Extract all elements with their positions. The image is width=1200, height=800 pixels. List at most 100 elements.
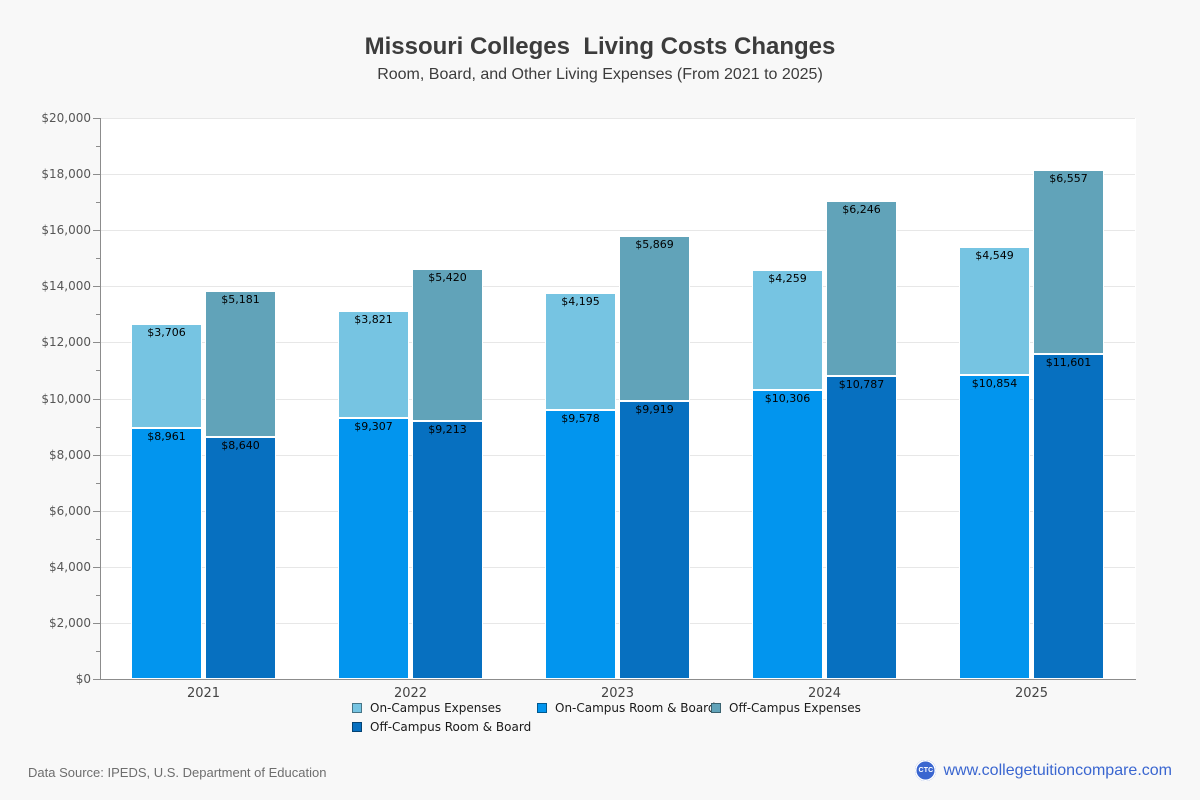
y-tick-label: $8,000: [49, 447, 91, 462]
bar-value-label: $6,246: [842, 203, 881, 217]
bar-value-label: $10,787: [838, 378, 885, 392]
y-gridline: [101, 398, 1135, 400]
y-tick-label: $16,000: [41, 223, 91, 238]
bar-value-label: $8,640: [221, 438, 260, 452]
bar-value-label: $10,854: [971, 376, 1018, 390]
bar-segment-2022-off-campus-room-board[interactable]: [412, 420, 483, 679]
y-major-tick: [93, 679, 100, 680]
y-minor-tick: [96, 370, 100, 372]
legend-label: Off-Campus Expenses: [729, 701, 861, 715]
legend-swatch-icon: [352, 722, 362, 732]
y-gridline: [101, 174, 1135, 176]
y-minor-tick: [96, 258, 100, 260]
legend-label: On-Campus Expenses: [370, 701, 502, 715]
data-source-note: Data Source: IPEDS, U.S. Department of E…: [28, 765, 327, 780]
bar-segment-2023-off-campus-expenses[interactable]: [619, 236, 690, 401]
bar-segment-2024-off-campus-expenses[interactable]: [826, 201, 897, 377]
y-major-tick: [93, 510, 100, 512]
legend-label: Off-Campus Room & Board: [370, 720, 532, 734]
legend-swatch-icon: [537, 703, 547, 713]
legend-item-on-campus-expenses[interactable]: On-Campus Expenses: [352, 701, 501, 715]
legend-swatch-icon: [711, 703, 721, 713]
y-minor-tick: [96, 650, 100, 652]
y-tick-label: $2,000: [49, 615, 91, 630]
y-tick-label: $0: [75, 672, 91, 686]
y-tick-label: $18,000: [41, 167, 91, 182]
x-axis-label-2025: 2025: [1014, 686, 1049, 701]
y-minor-tick: [96, 314, 100, 316]
page-title: Missouri Colleges Living Costs Changes: [364, 33, 836, 60]
bar-segment-2024-on-campus-room-board[interactable]: [752, 389, 823, 679]
y-gridline: [101, 286, 1135, 288]
legend-item-off-campus-room-board[interactable]: Off-Campus Room & Board: [352, 720, 531, 734]
y-major-tick: [93, 230, 100, 232]
legend-label: On-Campus Room & Board: [555, 701, 716, 715]
bar-segment-2022-on-campus-expenses[interactable]: [338, 310, 409, 418]
y-tick-label: $10,000: [41, 391, 91, 406]
bar-value-label: $3,706: [147, 325, 186, 339]
y-tick-label: $14,000: [41, 279, 91, 294]
bar-segment-2022-off-campus-expenses[interactable]: [412, 268, 483, 421]
y-minor-tick: [96, 146, 100, 148]
ctc-logo-icon: CTC: [915, 760, 937, 781]
bar-value-label: $11,601: [1045, 355, 1092, 369]
y-minor-tick: [96, 594, 100, 596]
website-link[interactable]: CTC www.collegetuitioncompare.com: [915, 760, 1172, 781]
page-subtitle: Room, Board, and Other Living Expenses (…: [377, 66, 823, 83]
bar-segment-2023-on-campus-room-board[interactable]: [545, 410, 616, 679]
y-major-tick: [93, 174, 100, 176]
bar-segment-2025-on-campus-room-board[interactable]: [959, 374, 1030, 679]
website-url: www.collegetuitioncompare.com: [943, 761, 1172, 779]
bar-segment-2023-off-campus-room-board[interactable]: [619, 400, 690, 679]
y-major-tick: [93, 286, 100, 288]
bar-segment-2025-off-campus-room-board[interactable]: [1033, 353, 1104, 679]
bar-value-label: $5,420: [428, 270, 467, 284]
bar-segment-2021-on-campus-room-board[interactable]: [131, 427, 202, 679]
y-tick-label: $4,000: [49, 559, 91, 574]
y-tick-label: $12,000: [41, 335, 91, 350]
bar-value-label: $9,213: [428, 422, 467, 436]
bar-segment-2024-off-campus-room-board[interactable]: [826, 376, 897, 679]
bar-segment-2021-on-campus-expenses[interactable]: [131, 323, 202, 428]
bar-segment-2021-off-campus-expenses[interactable]: [205, 291, 276, 437]
bar-value-label: $6,557: [1049, 171, 1088, 185]
bar-segment-2023-on-campus-expenses[interactable]: [545, 292, 616, 411]
bar-value-label: $3,821: [354, 312, 393, 326]
bar-segment-2021-off-campus-room-board[interactable]: [205, 436, 276, 679]
bar-segment-2025-off-campus-expenses[interactable]: [1033, 169, 1104, 354]
bar-segment-2025-on-campus-expenses[interactable]: [959, 246, 1030, 375]
x-axis-label-2023: 2023: [600, 686, 635, 701]
bar-value-label: $4,549: [975, 248, 1014, 262]
ctc-logo-text: CTC: [918, 767, 934, 774]
legend-item-off-campus-expenses[interactable]: Off-Campus Expenses: [711, 701, 861, 715]
y-gridline: [101, 566, 1135, 568]
bar-value-label: $10,306: [764, 391, 811, 405]
bar-segment-2022-on-campus-room-board[interactable]: [338, 417, 409, 679]
y-major-tick: [93, 622, 100, 624]
legend-swatch-icon: [352, 703, 362, 713]
bar-value-label: $9,307: [354, 419, 393, 433]
y-gridline: [101, 118, 1135, 119]
y-major-tick: [93, 398, 100, 400]
y-major-tick: [93, 454, 100, 456]
x-axis-label-2024: 2024: [807, 686, 842, 701]
bar-value-label: $9,919: [635, 402, 674, 416]
y-gridline: [101, 622, 1135, 624]
x-axis-label-2022: 2022: [393, 686, 428, 701]
y-minor-tick: [96, 538, 100, 540]
legend-item-on-campus-room-board[interactable]: On-Campus Room & Board: [537, 701, 716, 715]
bar-value-label: $4,195: [561, 294, 600, 308]
y-tick-label: $20,000: [41, 111, 91, 125]
y-gridline: [101, 510, 1135, 512]
x-axis-label-2021: 2021: [186, 686, 221, 701]
y-major-tick: [93, 566, 100, 568]
bar-value-label: $5,181: [221, 293, 260, 307]
y-gridline: [101, 342, 1135, 344]
bar-value-label: $4,259: [768, 272, 807, 286]
bar-segment-2024-on-campus-expenses[interactable]: [752, 270, 823, 390]
y-minor-tick: [96, 426, 100, 428]
y-major-tick: [93, 118, 100, 119]
y-minor-tick: [96, 202, 100, 204]
y-gridline: [101, 230, 1135, 232]
